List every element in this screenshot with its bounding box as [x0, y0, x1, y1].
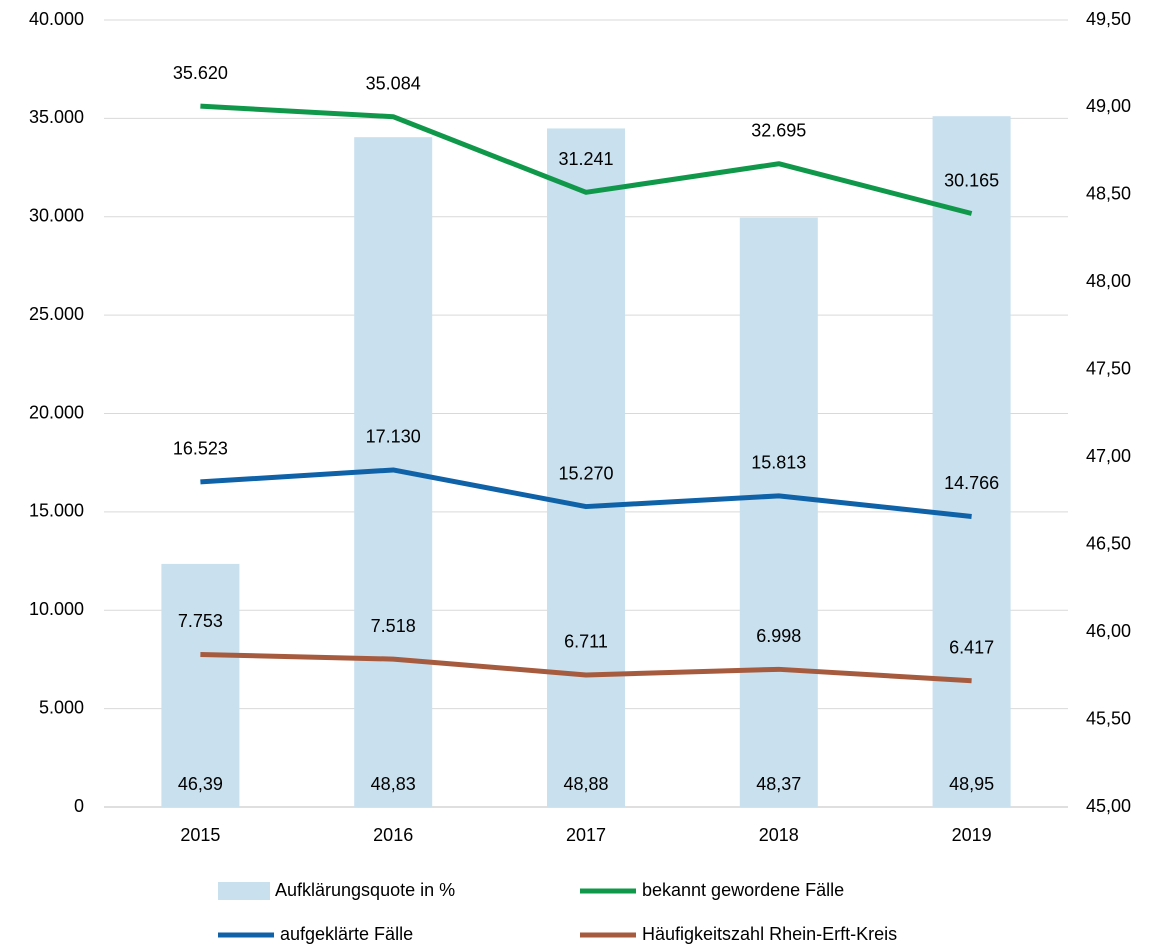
line-value-label: 6.998: [756, 626, 801, 646]
bar: [739, 217, 818, 807]
line-value-label: 6.417: [949, 637, 994, 657]
x-tick-label: 2018: [759, 825, 799, 845]
y2-tick-label: 46,50: [1086, 533, 1131, 553]
y-tick-label: 10.000: [29, 599, 84, 619]
y-tick-label: 40.000: [29, 9, 84, 29]
line-value-label: 15.270: [558, 463, 613, 483]
y-tick-label: 5.000: [39, 697, 84, 717]
y-tick-label: 35.000: [29, 107, 84, 127]
bar: [161, 563, 240, 807]
line-value-label: 6.711: [564, 632, 608, 652]
x-tick-label: 2019: [952, 825, 992, 845]
line-value-label: 14.766: [944, 473, 999, 493]
y2-tick-label: 49,00: [1086, 96, 1131, 116]
line-value-label: 7.753: [178, 611, 223, 631]
y-tick-label: 25.000: [29, 304, 84, 324]
line: [200, 467, 972, 519]
line-value-label: 35.084: [366, 73, 421, 93]
legend-label: bekannt gewordene Fälle: [642, 880, 844, 900]
bar-value-label: 48,83: [371, 774, 416, 794]
bar: [547, 128, 625, 808]
line-value-label: 17.130: [366, 427, 421, 447]
line-value-label: 16.523: [173, 439, 228, 459]
line-value-label: 32.695: [751, 120, 806, 140]
y-tick-label: 15.000: [29, 501, 84, 521]
line-value-label: 30.165: [944, 170, 999, 190]
line-value-label: 31.241: [558, 149, 613, 169]
line-value-label: 15.813: [751, 453, 806, 473]
line-value-label: 35.620: [173, 63, 228, 83]
y2-tick-label: 47,00: [1086, 446, 1131, 466]
line-value-label: 7.518: [371, 616, 416, 636]
x-tick-label: 2015: [180, 825, 220, 845]
y2-tick-label: 49,50: [1086, 9, 1131, 29]
bar-value-label: 48,37: [756, 774, 801, 794]
bar-value-label: 48,88: [563, 774, 608, 794]
y2-tick-label: 45,00: [1086, 796, 1131, 816]
y-tick-label: 0: [74, 796, 84, 816]
y-tick-label: 20.000: [29, 402, 84, 422]
y2-tick-label: 48,50: [1086, 184, 1131, 204]
bar: [932, 116, 1011, 807]
legend-label: aufgeklärte Fälle: [280, 924, 413, 944]
y2-tick-label: 46,00: [1086, 621, 1131, 641]
y2-tick-label: 45,50: [1086, 708, 1131, 728]
y-tick-label: 30.000: [29, 206, 84, 226]
x-tick-label: 2016: [373, 825, 413, 845]
y2-tick-label: 48,00: [1086, 271, 1131, 291]
bar-value-label: 46,39: [178, 774, 223, 794]
line: [200, 651, 972, 684]
line: [200, 103, 973, 216]
legend-label: Aufklärungsquote in %: [275, 880, 455, 900]
x-tick-label: 2017: [566, 825, 606, 845]
bar-value-label: 48,95: [949, 774, 994, 794]
legend-swatch: [218, 882, 270, 900]
y2-tick-label: 47,50: [1086, 359, 1131, 379]
legend-label: Häufigkeitszahl Rhein-Erft-Kreis: [642, 924, 897, 944]
